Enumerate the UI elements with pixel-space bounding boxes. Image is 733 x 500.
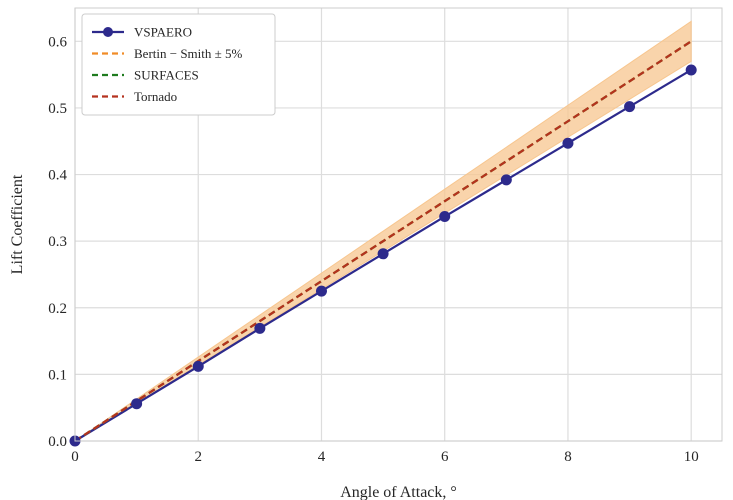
vspaero-point [500,174,512,186]
y-tick-label: 0.0 [48,434,67,450]
x-tick-label: 10 [684,449,699,465]
y-axis-label: Lift Coefficient [9,174,26,274]
legend-marker-vspaero [103,27,113,37]
bertin-smith-band-area [74,20,692,442]
y-tick-labels: 0.0 0.1 0.2 0.3 0.4 0.5 0.6 [48,34,67,450]
plot-frame [74,7,723,442]
y-tick-label: 0.1 [48,367,67,383]
x-tick-label: 0 [71,449,79,465]
x-tick-label: 4 [318,449,326,465]
x-tick-label: 6 [441,449,449,465]
y-tick-label: 0.6 [48,34,67,50]
bertin-smith-band [74,20,692,442]
legend-label-tornado: Tornado [134,89,177,104]
vspaero-point [131,398,143,410]
vspaero-point [624,101,636,113]
x-tick-labels: 0 2 4 6 8 10 [71,449,698,465]
vspaero-point [685,64,697,76]
vspaero-point [439,211,451,223]
x-tick-label: 8 [564,449,572,465]
y-tick-label: 0.4 [48,168,67,184]
y-tick-label: 0.2 [48,301,67,317]
legend: VSPAERO Bertin − Smith ± 5% SURFACES Tornad… [81,13,276,116]
x-tick-label: 2 [194,449,202,465]
legend-box [81,13,276,116]
tornado-line [74,40,692,442]
vspaero-point [562,137,574,149]
legend-label-vspaero: VSPAERO [134,25,192,40]
x-axis-label: Angle of Attack, ° [340,484,457,500]
vspaero-point [192,360,204,372]
vspaero-point [377,248,389,260]
vspaero-point [254,322,266,334]
y-tick-label: 0.5 [48,101,67,117]
legend-label-surfaces: SURFACES [134,68,199,83]
y-tick-label: 0.3 [48,234,67,250]
legend-label-bertin-smith: Bertin − Smith ± 5% [134,46,243,61]
vspaero-point [315,285,327,297]
